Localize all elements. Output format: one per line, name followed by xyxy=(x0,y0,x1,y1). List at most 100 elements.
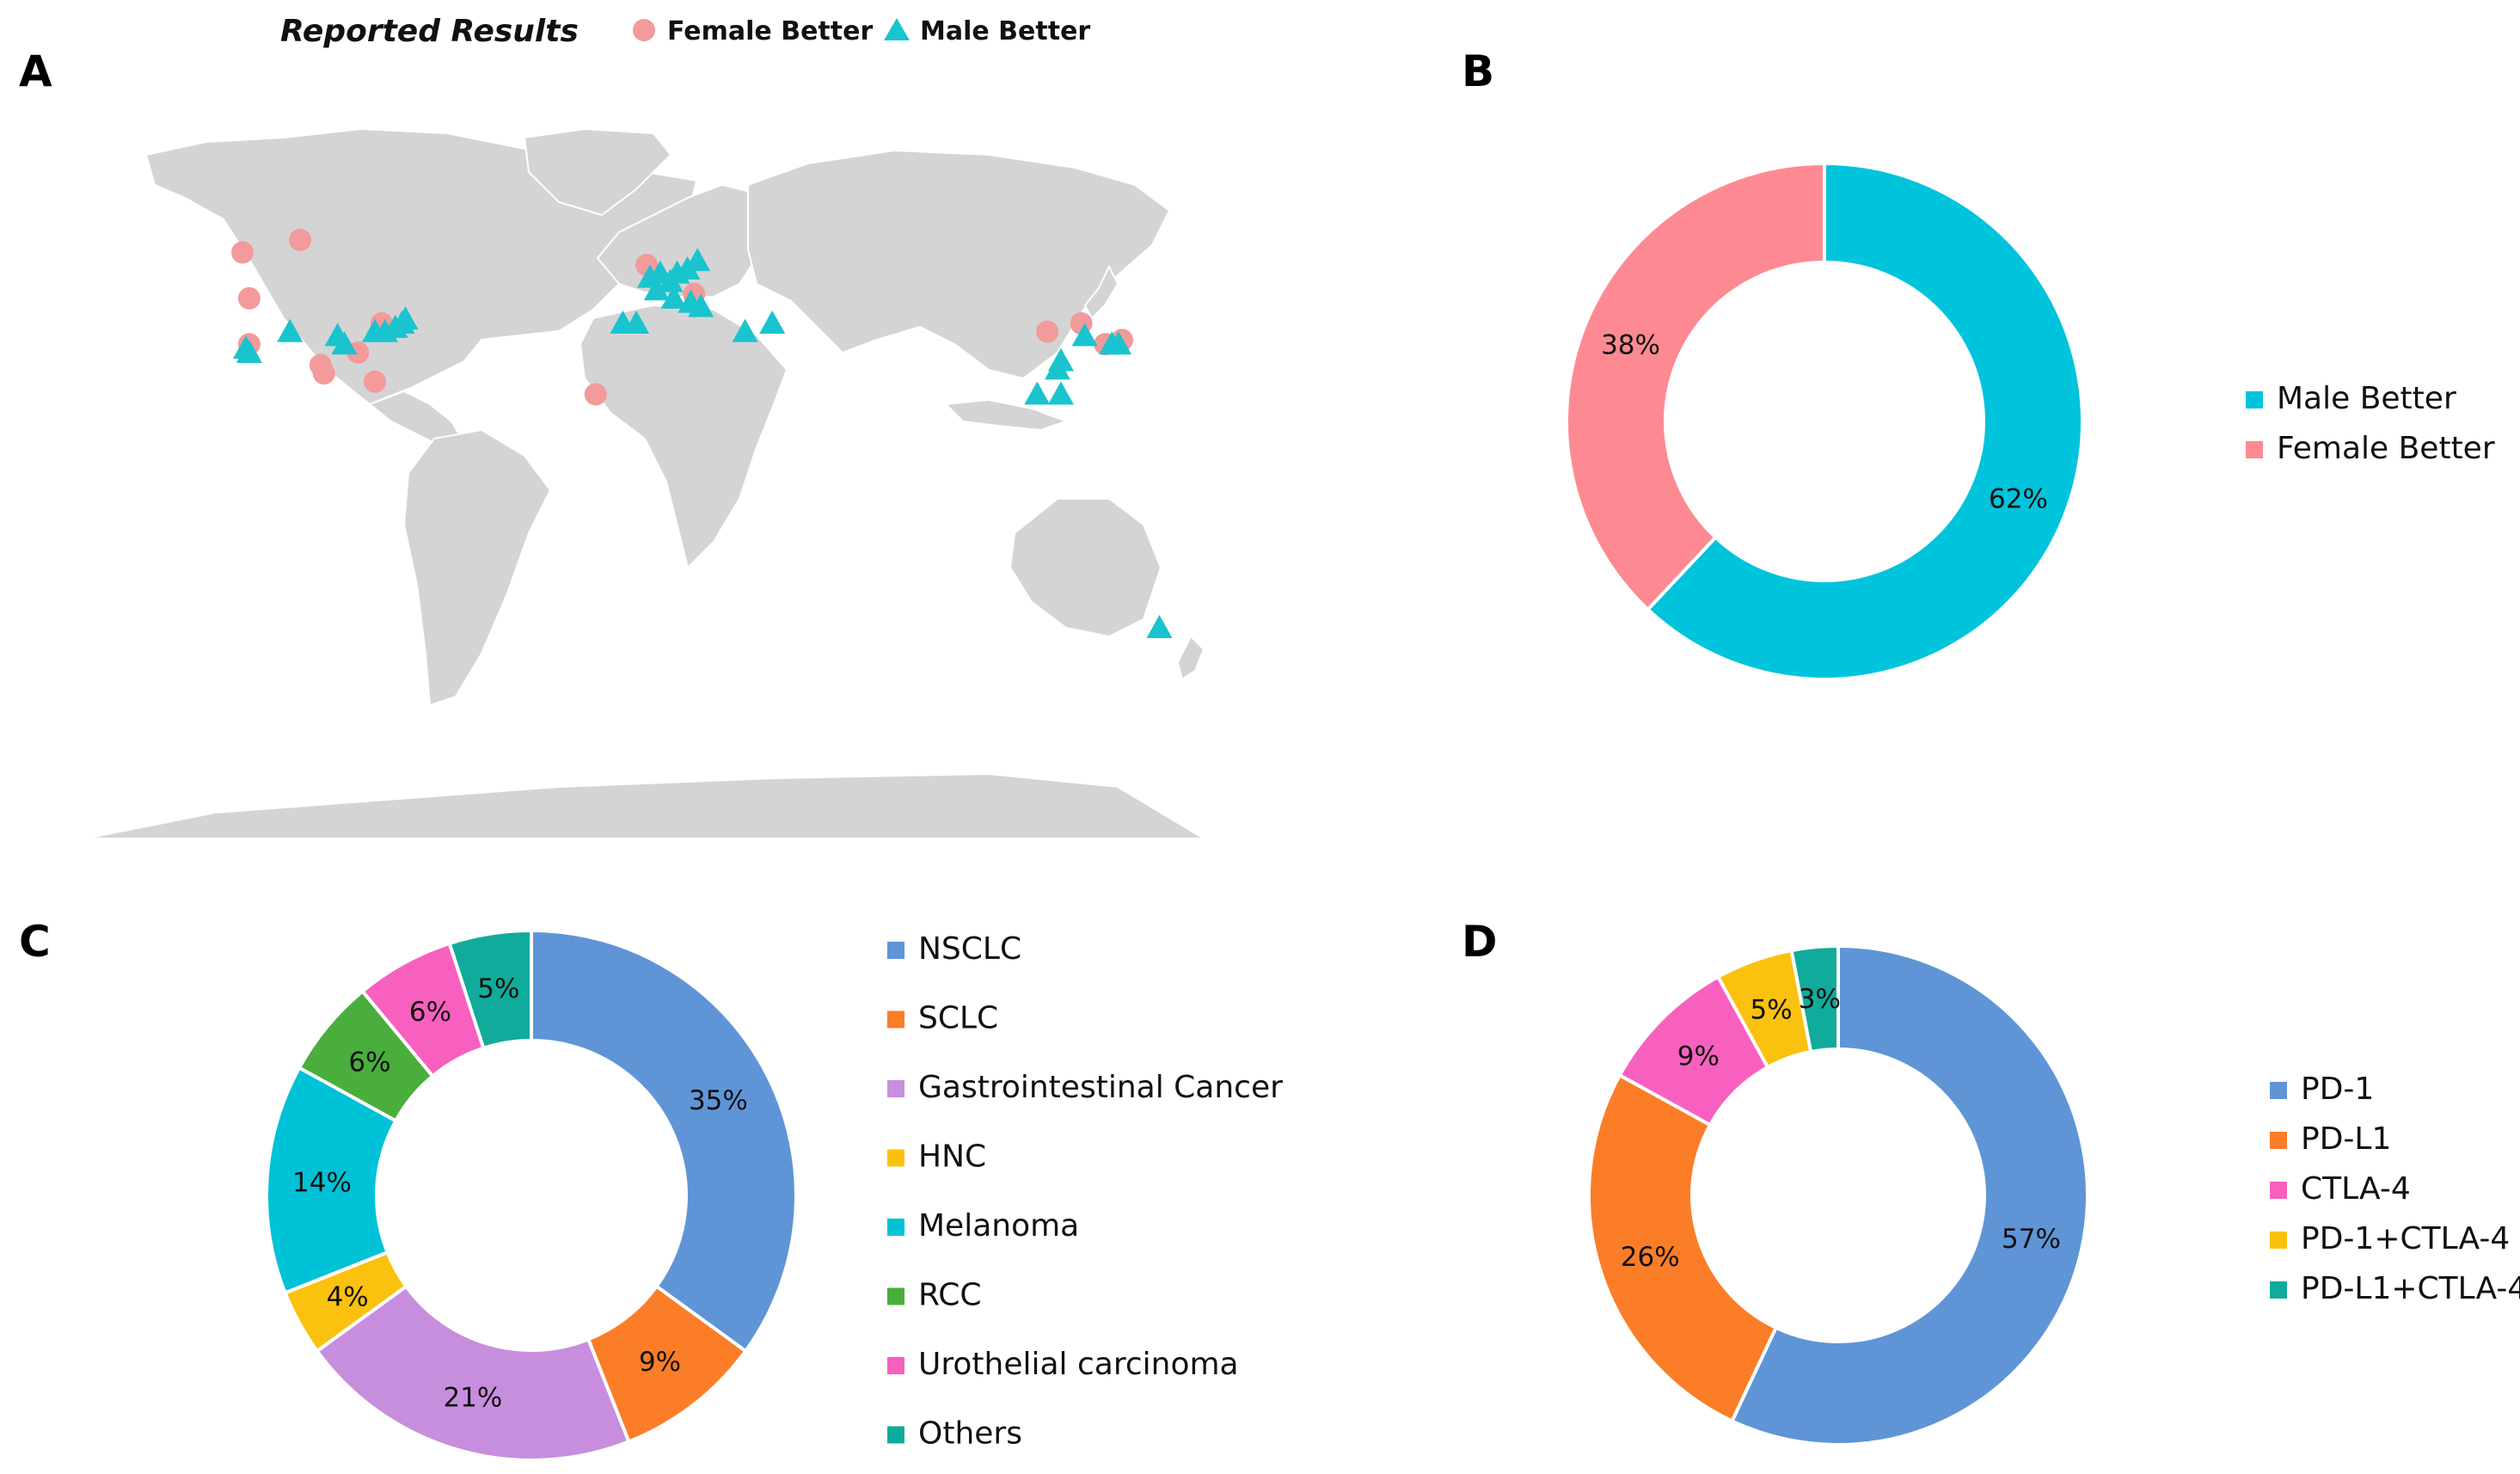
donut-c-label-6: 6% xyxy=(409,997,451,1028)
donut-chart-d: 57% 26% 9% 5% 3% xyxy=(1587,943,2089,1446)
male-better-marker-16 xyxy=(643,277,670,301)
world-map xyxy=(85,127,1207,839)
legend-c-swatch-2 xyxy=(887,1080,904,1097)
donut-c-slice-others xyxy=(447,928,533,1051)
legend-b-swatch-1 xyxy=(2246,441,2263,458)
legend-d-label-2: CTLA-4 xyxy=(2301,1171,2411,1207)
male-better-marker-23 xyxy=(759,310,786,334)
legend-b: Male Better Female Better xyxy=(2246,381,2495,466)
male-better-marker-19 xyxy=(688,293,714,317)
donut-c-label-0: 35% xyxy=(689,1085,748,1116)
panel-letter-c: C xyxy=(19,917,51,967)
legend-d-swatch-1 xyxy=(2270,1132,2287,1149)
male-better-marker-30 xyxy=(1106,331,1132,355)
legend-d-swatch-2 xyxy=(2270,1182,2287,1199)
male-better-marker-9 xyxy=(392,306,419,330)
donut-d-label-4: 3% xyxy=(1799,984,1841,1015)
male-better-marker-24 xyxy=(1071,322,1098,347)
donut-c-slice-nsclc xyxy=(530,928,798,1354)
legend-d-label-1: PD-L1 xyxy=(2301,1121,2391,1157)
legend-c-swatch-3 xyxy=(887,1149,904,1167)
female-better-marker-5 xyxy=(312,362,335,385)
legend-c-label-3: HNC xyxy=(918,1139,986,1175)
female-better-marker-2 xyxy=(237,286,261,310)
legend-c-label-7: Others xyxy=(918,1416,1022,1452)
legend-c: NSCLC SCLC Gastrointestinal Cancer HNC Melan… xyxy=(887,931,1283,1452)
donut-b-label-0: 62% xyxy=(1989,483,2048,514)
male-better-marker-21 xyxy=(623,310,650,334)
donut-c-slice-gastrointestinal-cancer xyxy=(315,1284,631,1462)
panel-letter-b: B xyxy=(1462,46,1494,96)
donut-d-slice-pd-l1-ctla-4 xyxy=(1789,943,1840,1054)
donut-b-label-1: 38% xyxy=(1601,330,1660,361)
donut-chart-b: 62% 38% xyxy=(1565,161,2084,681)
male-better-marker-17 xyxy=(660,285,687,309)
donut-b-slice-male-better xyxy=(1645,161,2084,681)
male-better-marker-28 xyxy=(1047,381,1074,405)
donut-d-label-0: 57% xyxy=(2002,1224,2061,1255)
legend-b-label-1: Female Better xyxy=(2277,431,2495,466)
male-better-marker-1 xyxy=(236,339,262,363)
female-better-marker-6 xyxy=(364,370,387,393)
female-better-marker-0 xyxy=(231,241,254,264)
africa xyxy=(579,304,788,569)
legend-c-label-1: SCLC xyxy=(918,1001,998,1036)
australia xyxy=(1009,498,1162,638)
female-better-marker-1 xyxy=(289,229,312,251)
male-better-marker-26 xyxy=(1045,356,1070,380)
legend-d-swatch-3 xyxy=(2270,1231,2287,1249)
legend-c-swatch-1 xyxy=(887,1010,904,1029)
donut-c-label-1: 9% xyxy=(639,1347,681,1378)
asia xyxy=(747,149,1171,380)
southeast-asia-islands xyxy=(943,398,1069,432)
legend-label-female: Female Better xyxy=(667,16,873,46)
legend-d-label-3: PD-1+CTLA-4 xyxy=(2301,1221,2510,1256)
legend-d-label-0: PD-1 xyxy=(2301,1072,2374,1107)
donut-d-slice-pd-l1 xyxy=(1587,1072,1779,1424)
legend-c-swatch-5 xyxy=(887,1287,904,1305)
map-markers xyxy=(231,229,1173,639)
legend-d: PD-1 PD-L1 CTLA-4 PD-1+CTLA-4 PD-L1+CTLA-4 xyxy=(2270,1072,2520,1306)
legend-c-label-6: Urothelial carcinoma xyxy=(918,1347,1239,1382)
legend-c-swatch-4 xyxy=(887,1219,904,1236)
south-america xyxy=(402,428,552,707)
legend-b-label-0: Male Better xyxy=(2277,381,2456,416)
male-better-marker-2 xyxy=(277,318,304,342)
map-legend: Reported Results Female Better Male Bett… xyxy=(280,14,1090,49)
legend-c-swatch-0 xyxy=(887,942,904,959)
male-better-marker-15 xyxy=(684,248,711,272)
donut-b-slice-female-better xyxy=(1565,161,1826,612)
legend-c-label-5: RCC xyxy=(918,1278,982,1313)
legend-c-swatch-7 xyxy=(887,1426,904,1444)
greenland xyxy=(523,127,672,217)
map-legend-title: Reported Results xyxy=(280,14,579,49)
donut-c-label-3: 4% xyxy=(327,1282,369,1313)
legend-c-label-0: NSCLC xyxy=(918,931,1021,967)
male-better-marker-31 xyxy=(1146,615,1173,639)
legend-b-swatch-0 xyxy=(2246,391,2263,408)
male-better-marker-27 xyxy=(1024,381,1051,405)
donut-c-label-5: 6% xyxy=(348,1047,390,1078)
legend-marker-male xyxy=(884,18,910,40)
panel-letter-a: A xyxy=(19,46,52,96)
legend-marker-female xyxy=(633,19,655,41)
legend-label-male: Male Better xyxy=(920,16,1090,46)
female-better-marker-9 xyxy=(584,383,607,406)
japan xyxy=(1083,264,1119,320)
donut-d-slice-pd-1 xyxy=(1729,943,2089,1446)
donut-c-label-7: 5% xyxy=(477,973,519,1004)
donut-d-label-3: 5% xyxy=(1750,995,1792,1026)
donut-c-label-4: 14% xyxy=(292,1168,352,1199)
legend-d-swatch-0 xyxy=(2270,1082,2287,1099)
legend-c-swatch-6 xyxy=(887,1357,904,1374)
male-better-marker-22 xyxy=(732,318,758,342)
donut-d-label-2: 9% xyxy=(1677,1041,1720,1072)
donut-chart-c: 35% 9% 21% 4% 14% 6% 6% 5% xyxy=(265,928,798,1462)
legend-d-label-4: PD-L1+CTLA-4 xyxy=(2301,1271,2520,1306)
legend-d-swatch-4 xyxy=(2270,1281,2287,1299)
legend-c-label-2: Gastrointestinal Cancer xyxy=(918,1070,1283,1105)
male-better-marker-4 xyxy=(331,331,358,355)
antarctica xyxy=(85,772,1207,839)
legend-c-label-4: Melanoma xyxy=(918,1208,1079,1244)
